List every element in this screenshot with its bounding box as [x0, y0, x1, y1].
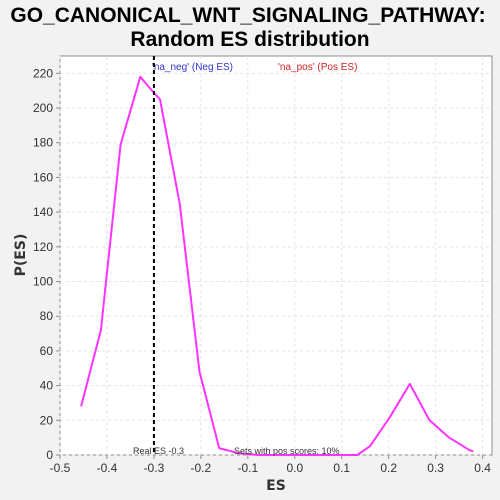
- legend-neg-label: 'na_neg' (Neg ES): [152, 62, 233, 73]
- x-tick-label: -0.5: [50, 461, 71, 475]
- x-tick-label: -0.2: [191, 461, 212, 475]
- x-axis: -0.5 -0.4 -0.3 -0.2 -0.1 0.0 0.1 0.2 0.3 0.4: [50, 455, 491, 475]
- x-tick-label: -0.1: [237, 461, 258, 475]
- series-layer: [80, 75, 474, 456]
- x-tick-label: 0.4: [474, 461, 491, 475]
- x-tick-label: 0.3: [427, 461, 444, 475]
- legend: 'na_neg' (Neg ES) 'na_pos' (Pos ES): [152, 62, 358, 73]
- x-tick-label: 0.2: [380, 461, 397, 475]
- y-tick-label: 60: [40, 344, 54, 358]
- x-tick-label: -0.4: [97, 461, 118, 475]
- x-tick-label: 0.0: [286, 461, 303, 475]
- pos-scores-annotation: Sets with pos scores: 10%: [234, 446, 340, 456]
- y-tick-label: 40: [40, 379, 54, 393]
- x-tick-label: 0.1: [333, 461, 350, 475]
- y-axis: 0 20 40 60 80 100 120 140 160 180 200 220: [33, 66, 60, 462]
- y-tick-label: 120: [33, 240, 53, 254]
- x-axis-label: ES: [266, 478, 286, 494]
- y-tick-label: 100: [33, 275, 53, 289]
- y-tick-label: 180: [33, 136, 53, 150]
- y-tick-label: 160: [33, 170, 53, 184]
- es-distribution-line: [80, 75, 474, 456]
- y-tick-label: 80: [40, 309, 54, 323]
- real-es-annotation: Real ES -0.3: [133, 446, 184, 456]
- y-tick-label: 200: [33, 101, 53, 115]
- plot-area: [59, 55, 493, 456]
- y-tick-label: 140: [33, 205, 53, 219]
- legend-pos-label: 'na_pos' (Pos ES): [278, 62, 357, 73]
- x-tick-label: -0.3: [144, 461, 165, 475]
- chart-title-line-1: GO_CANONICAL_WNT_SIGNALING_PATHWAY:: [10, 4, 485, 27]
- y-tick-label: 20: [40, 413, 54, 427]
- y-tick-label: 0: [46, 448, 53, 462]
- y-tick-label: 220: [33, 66, 53, 80]
- y-axis-label: P(ES): [13, 234, 29, 277]
- chart-title-line-2: Random ES distribution: [130, 28, 369, 51]
